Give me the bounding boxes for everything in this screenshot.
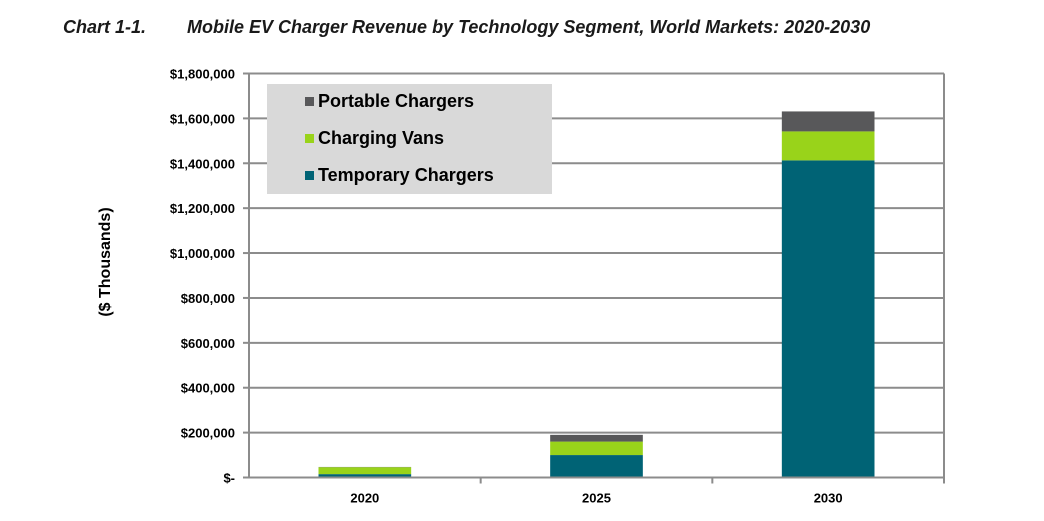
y-tick-label: $600,000 <box>181 336 235 351</box>
legend-label: Charging Vans <box>318 128 444 148</box>
x-tick-label: 2025 <box>582 491 611 506</box>
y-tick-label: $1,600,000 <box>170 111 235 126</box>
bar-temporary-chargers-2030 <box>781 160 875 478</box>
legend: Portable Chargers Charging Vans Temporary … <box>267 84 552 194</box>
legend-label: Temporary Chargers <box>318 165 494 185</box>
chart-number: Chart 1-1. <box>63 17 147 37</box>
legend-label: Portable Chargers <box>318 91 474 111</box>
y-tick-label: $200,000 <box>181 426 235 441</box>
y-tick-label: $800,000 <box>181 291 235 306</box>
y-tick-label: $400,000 <box>181 381 235 396</box>
y-tick-label: $1,800,000 <box>170 67 235 82</box>
bar-portable-chargers-2030 <box>781 111 875 132</box>
bar-temporary-chargers-2020 <box>318 474 412 478</box>
legend-swatch <box>305 97 314 106</box>
y-tick-label: $1,200,000 <box>170 201 235 216</box>
bars <box>318 111 875 478</box>
y-tick-label: $1,400,000 <box>170 156 235 171</box>
x-tick-labels: 2020 2025 2030 <box>350 491 842 506</box>
y-tick-label: $- <box>223 471 235 486</box>
y-tick-labels: $- $200,000 $400,000 $600,000 $800,000 $1,000… <box>170 67 235 486</box>
legend-box <box>267 84 552 194</box>
x-tick-label: 2020 <box>350 491 379 506</box>
bar-charging-vans-2030 <box>781 131 875 161</box>
y-axis-label: ($ Thousands) <box>97 207 114 316</box>
chart-title-row: Chart 1-1. Mobile EV Charger Revenue by T… <box>63 17 870 38</box>
axes <box>248 72 945 479</box>
chart-title: Mobile EV Charger Revenue by Technology … <box>187 17 871 37</box>
bar-portable-chargers-2025 <box>550 434 643 442</box>
y-tick-label: $1,000,000 <box>170 246 235 261</box>
bar-charging-vans-2025 <box>550 441 643 456</box>
bar-temporary-chargers-2025 <box>550 455 643 478</box>
bar-charging-vans-2020 <box>318 467 412 475</box>
legend-swatch <box>305 171 314 180</box>
legend-swatch <box>305 134 314 143</box>
x-tick-label: 2030 <box>814 491 843 506</box>
